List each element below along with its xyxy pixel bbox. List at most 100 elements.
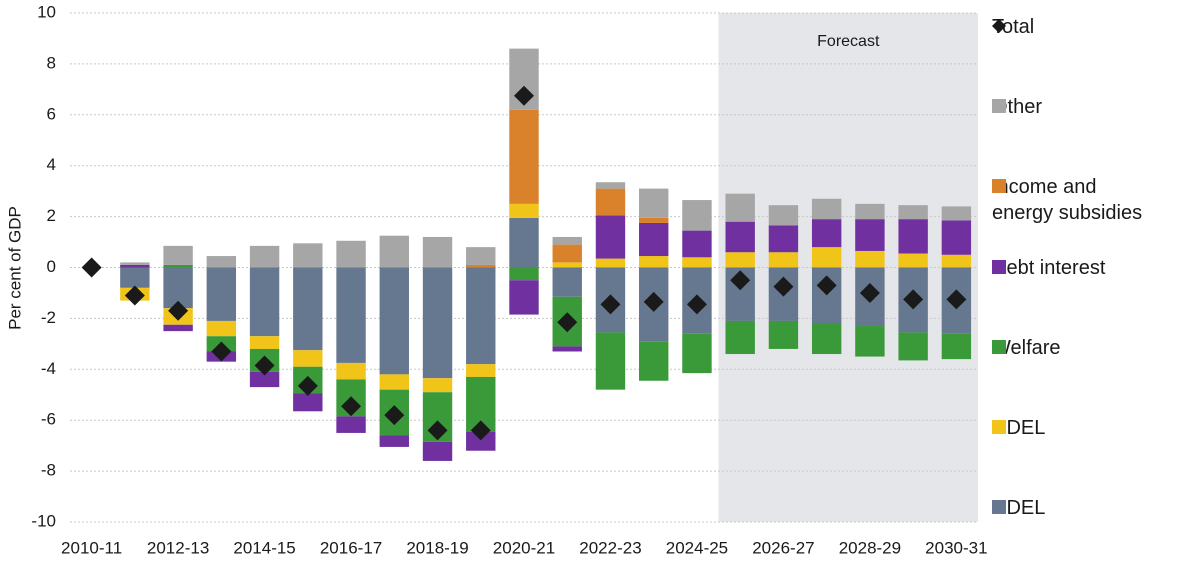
- bar-segment: [422, 441, 453, 461]
- legend-key: [992, 179, 1006, 193]
- x-tick-label: 2012-13: [147, 538, 209, 557]
- bar-segment: [120, 267, 150, 288]
- bar-segment: [898, 253, 928, 268]
- bar-segment: [682, 257, 712, 268]
- x-tick-label: 2024-25: [666, 538, 728, 557]
- bar-segment: [466, 264, 496, 268]
- legend-item: CDEL: [992, 415, 1182, 441]
- bar-segment: [336, 267, 366, 363]
- bar-segment: [509, 280, 539, 315]
- x-tick-label: 2014-15: [233, 538, 295, 557]
- legend-label: CDEL: [992, 417, 1046, 439]
- bar-segment: [336, 416, 366, 433]
- bar-segment: [293, 243, 323, 268]
- y-tick-label: -8: [41, 461, 56, 480]
- bar-segment: [249, 336, 280, 349]
- y-tick-label: 2: [47, 206, 56, 225]
- legend-swatch: [992, 179, 1006, 193]
- legend-marker: [992, 19, 1006, 33]
- y-tick-label: 8: [47, 53, 56, 72]
- bar-segment: [855, 203, 885, 220]
- total-marker: [254, 355, 275, 376]
- total-marker: [211, 341, 232, 362]
- bar-segment: [379, 435, 409, 447]
- total-marker: [686, 294, 707, 315]
- y-tick-label: 0: [47, 257, 56, 276]
- bar-segment: [725, 193, 755, 222]
- total-marker: [643, 291, 664, 312]
- bar-segment: [898, 219, 928, 254]
- bar-segment: [768, 205, 799, 226]
- bar-segment: [293, 393, 323, 412]
- bar-segment: [509, 203, 539, 218]
- bar-segment: [422, 378, 453, 393]
- y-tick-label: 4: [47, 155, 56, 174]
- bar-segment: [552, 262, 582, 268]
- legend-key: [992, 420, 1006, 434]
- bar-segment: [552, 346, 582, 352]
- bar-segment: [855, 219, 885, 251]
- bar-segment: [639, 217, 669, 223]
- total-marker: [903, 289, 924, 310]
- bar-segment: [509, 217, 539, 268]
- bar-segment: [249, 267, 280, 337]
- legend-item: Total: [992, 14, 1182, 40]
- bar-segment: [682, 200, 712, 231]
- total-marker: [946, 289, 967, 310]
- bar-segment: [509, 109, 539, 204]
- bar-segment: [120, 264, 150, 268]
- bar-segment: [639, 341, 669, 381]
- bar-segment: [379, 374, 409, 390]
- legend-swatch: [992, 340, 1006, 354]
- legend-label: Debt interest: [992, 257, 1106, 279]
- legend-swatch: [992, 500, 1006, 514]
- total-marker: [773, 276, 794, 297]
- legend-label: RDEL: [992, 497, 1046, 519]
- x-tick-label: 2010-11: [61, 538, 122, 557]
- x-tick-label: 2030-31: [925, 538, 987, 557]
- bar-segment: [639, 188, 669, 218]
- bar-segment: [120, 262, 150, 265]
- legend-swatch: [992, 420, 1006, 434]
- bar-segment: [466, 247, 496, 265]
- legend-item: Other: [992, 94, 1182, 120]
- bar-segment: [941, 220, 972, 255]
- bar-segment: [336, 362, 366, 380]
- y-tick-label: -2: [41, 308, 56, 327]
- legend-key: [992, 260, 1006, 274]
- y-tick-label: -10: [31, 511, 56, 530]
- bar-segment: [163, 324, 193, 332]
- legend-item: RDEL: [992, 495, 1182, 521]
- y-tick-label: -6: [41, 410, 56, 429]
- bar-segment: [595, 215, 626, 259]
- bar-segment: [293, 350, 323, 367]
- bar-segment: [466, 364, 496, 377]
- bar-segment: [163, 245, 193, 265]
- bar-segment: [466, 267, 496, 365]
- y-axis-label: Per cent of GDP: [5, 206, 24, 330]
- total-marker: [470, 420, 491, 441]
- legend-item: Debt interest: [992, 255, 1182, 281]
- bar-segment: [552, 236, 582, 245]
- bar-segment: [379, 235, 409, 268]
- bar-segment: [725, 221, 755, 253]
- legend-item: Welfare: [992, 335, 1182, 361]
- bar-segment: [336, 240, 366, 268]
- legend-swatch: [992, 260, 1006, 274]
- bar-segment: [682, 333, 712, 374]
- legend-swatch: [992, 99, 1006, 113]
- bar-segment: [249, 245, 280, 268]
- x-tick-label: 2026-27: [752, 538, 814, 557]
- total-marker: [168, 300, 189, 321]
- total-marker: [427, 420, 448, 441]
- x-tick-label: 2018-19: [406, 538, 468, 557]
- bar-segment: [768, 225, 799, 253]
- bar-segment: [768, 252, 799, 268]
- legend-label: Welfare: [992, 337, 1061, 359]
- bar-segment: [552, 244, 582, 263]
- bar-segment: [682, 230, 712, 258]
- bar-segment: [725, 252, 755, 268]
- legend-key: [992, 99, 1006, 113]
